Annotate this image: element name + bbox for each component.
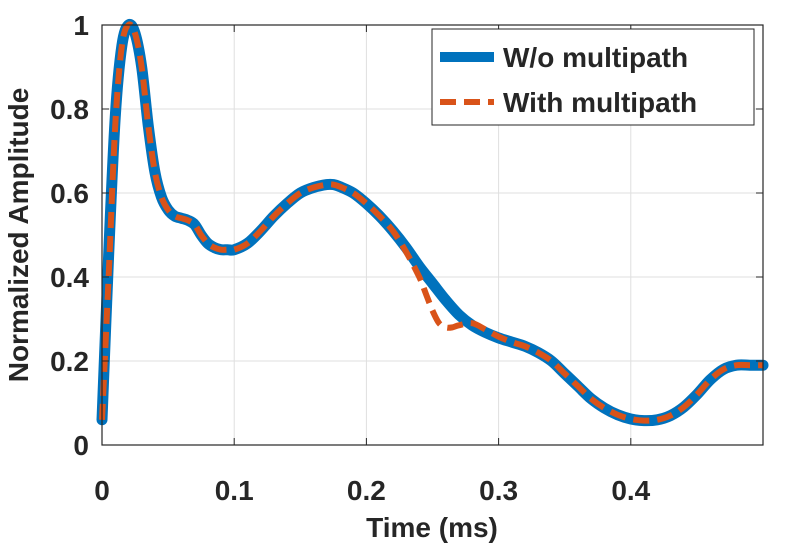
plot-frame <box>101 24 764 446</box>
series-line-with-multipath <box>99 21 763 424</box>
y-axis-label: Normalized Amplitude <box>3 88 34 383</box>
y-tick-label: 0.6 <box>50 178 89 209</box>
x-tick-label: 0.2 <box>347 475 386 506</box>
legend-box <box>431 28 755 126</box>
y-tick-label: 0.8 <box>50 94 89 125</box>
y-tick-label: 0.2 <box>50 346 89 377</box>
y-tick-label: 0.4 <box>50 262 89 293</box>
legend-label-without-multipath: W/o multipath <box>503 42 688 73</box>
legend-label-with-multipath: With multipath <box>503 87 697 118</box>
y-tick-label: 0 <box>73 430 89 461</box>
x-tick-label: 0.3 <box>479 475 518 506</box>
y-tick-label: 1 <box>73 10 89 41</box>
legend: W/o multipath With multipath <box>431 28 755 126</box>
x-tick-label: 0.1 <box>215 475 254 506</box>
series-layer <box>96 18 769 427</box>
axis-ticks: 0 0.1 0.2 0.3 0.4 0 0.2 0.4 0.6 0.8 1 <box>50 10 763 506</box>
x-axis-label: Time (ms) <box>366 512 498 543</box>
x-tick-label: 0 <box>94 475 110 506</box>
x-tick-label: 0.4 <box>611 475 650 506</box>
